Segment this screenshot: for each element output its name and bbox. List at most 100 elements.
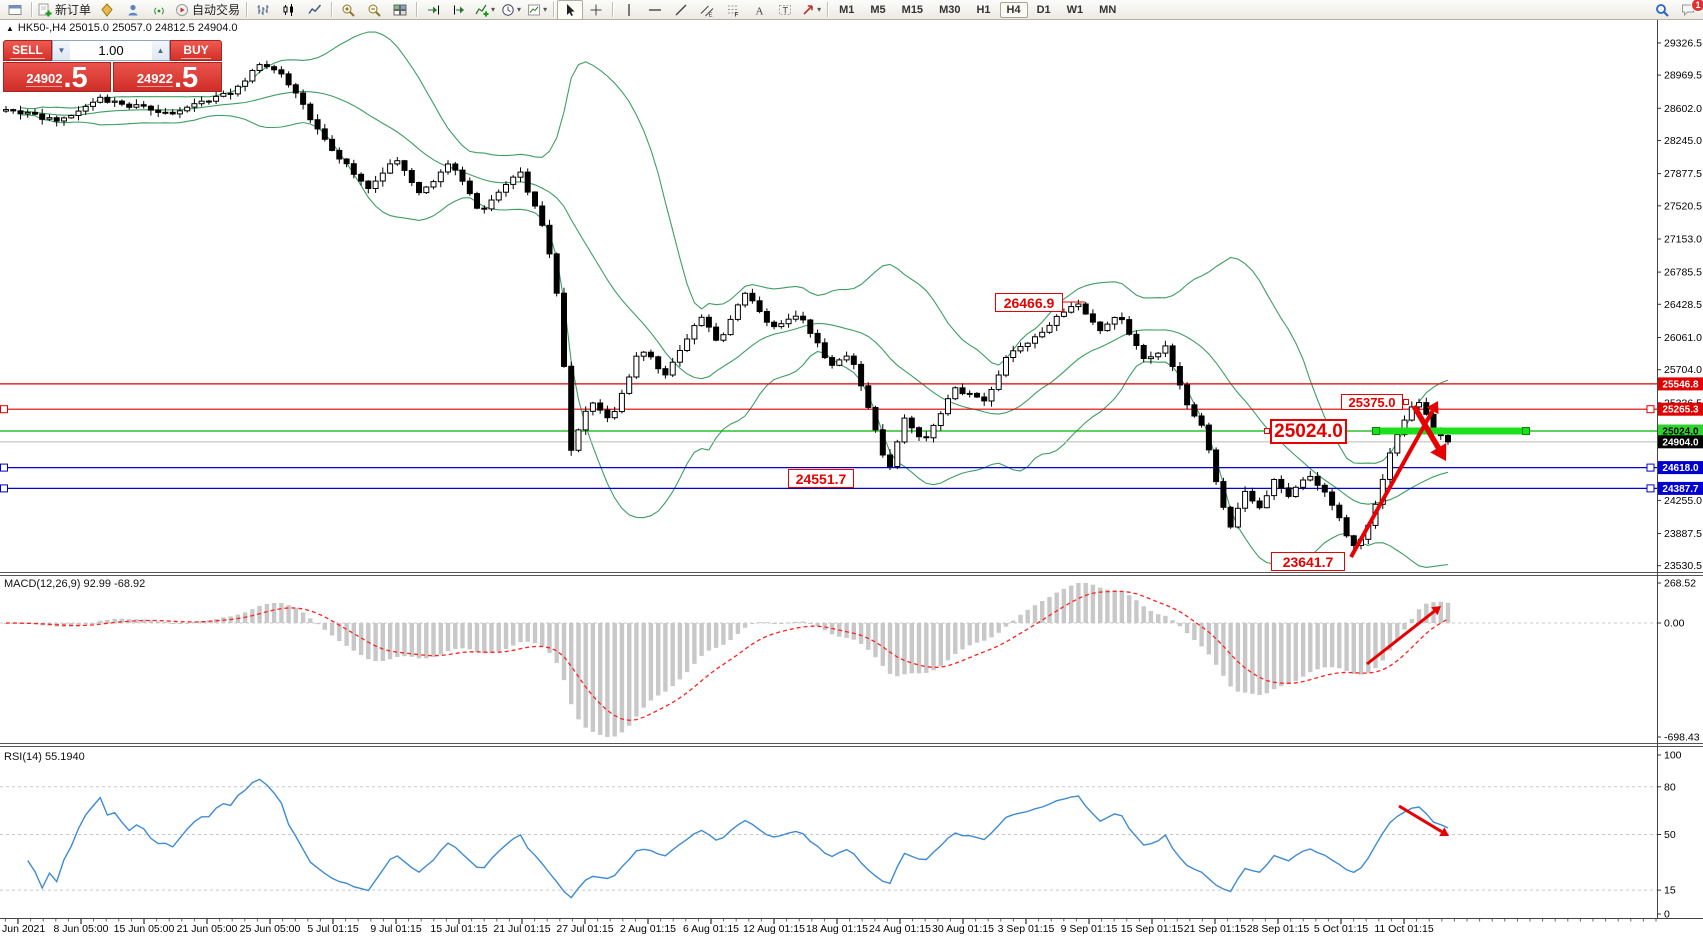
candle-body: [532, 191, 538, 207]
trend-arrow-head[interactable]: [1426, 401, 1439, 415]
text-label-icon[interactable]: T: [772, 0, 798, 20]
arrows-icon[interactable]: ▾: [798, 0, 824, 20]
timeframe-mn[interactable]: MN: [1099, 3, 1117, 16]
annotation-anchor[interactable]: [1264, 428, 1270, 434]
macd-histogram-bar: [612, 623, 617, 737]
vertical-line-icon[interactable]: [616, 0, 642, 20]
price-annotation-23641.7[interactable]: 23641.7: [1271, 552, 1345, 571]
highlight-segment[interactable]: [1376, 427, 1526, 435]
price-tag: [1658, 402, 1703, 416]
line-handle[interactable]: [1646, 463, 1655, 472]
line-handle[interactable]: [0, 405, 8, 414]
zoom-out-icon[interactable]: [361, 0, 387, 20]
text-icon: A: [756, 5, 764, 17]
trend-arrow-head[interactable]: [1431, 606, 1441, 616]
price-annotation-25024.0[interactable]: 25024.0: [1270, 419, 1347, 444]
timeframe-m30[interactable]: M30: [939, 3, 961, 16]
candle-body: [807, 319, 814, 334]
candlestick-chart-icon[interactable]: [276, 0, 302, 20]
bar-chart-icon[interactable]: [250, 0, 276, 20]
macd-histogram-bar: [858, 623, 864, 644]
crosshair-icon[interactable]: [583, 0, 609, 20]
line-handle[interactable]: [1646, 405, 1655, 414]
zoom-in-icon: [342, 4, 355, 17]
timeframe-m15[interactable]: M15: [901, 3, 924, 16]
market-watch-icon[interactable]: [120, 0, 146, 20]
line-chart-icon[interactable]: [302, 0, 328, 20]
timeframe-d1[interactable]: D1: [1036, 3, 1051, 16]
timeframe-h4[interactable]: H4: [999, 1, 1028, 18]
macd-histogram-bar: [764, 622, 770, 624]
signals-icon[interactable]: [146, 0, 172, 20]
timeframe-h1[interactable]: H1: [976, 3, 991, 16]
price-tag: [1658, 424, 1703, 438]
time-axis-label: Jun 2021: [2, 923, 45, 935]
sell-button[interactable]: SELL: [3, 40, 52, 61]
trend-arrow-macd[interactable]: [1366, 610, 1436, 666]
chat-icon[interactable]: 1: [1675, 0, 1703, 20]
time-axis-label: 24 Aug 01:15: [869, 923, 931, 935]
svg-text:E: E: [709, 12, 713, 17]
line-handle[interactable]: [0, 463, 8, 472]
volume-increase-button[interactable]: ▲: [152, 41, 169, 60]
candle-body: [474, 193, 480, 209]
price-annotation-24551.7[interactable]: 24551.7: [788, 469, 854, 488]
cursor-icon[interactable]: [557, 0, 584, 20]
time-axis[interactable]: [0, 919, 1657, 940]
equidistant-channel-icon[interactable]: E: [694, 0, 720, 20]
candle-body: [879, 429, 886, 456]
price-annotation-25375.0[interactable]: 25375.0: [1341, 394, 1403, 410]
price-axis[interactable]: [1658, 20, 1703, 918]
trend-arrow-rsi[interactable]: [1398, 804, 1443, 833]
trendline-icon[interactable]: [668, 0, 694, 20]
volume-decrease-button[interactable]: ▼: [53, 41, 70, 60]
volume-input[interactable]: 1.00: [98, 43, 124, 58]
highlight-handle[interactable]: [1372, 427, 1380, 435]
tile-windows-icon[interactable]: [387, 0, 413, 20]
market-watch-icon: [128, 4, 138, 15]
search-icon[interactable]: [1649, 0, 1675, 20]
auto-scroll-icon[interactable]: [420, 0, 446, 20]
chart-shift-icon[interactable]: [446, 0, 472, 20]
trend-arrow-main[interactable]: [1411, 404, 1441, 450]
candle-body: [234, 85, 241, 95]
highlight-handle[interactable]: [1522, 427, 1530, 435]
buy-button[interactable]: BUY: [170, 40, 222, 61]
line-handle[interactable]: [1646, 484, 1655, 493]
timeframe-w1[interactable]: W1: [1066, 3, 1084, 16]
bollinger-middle-band: [20, 90, 1449, 505]
macd-histogram-bar: [1293, 623, 1298, 681]
new-order-button[interactable]: 新订单: [35, 0, 94, 20]
line-handle[interactable]: [0, 484, 8, 493]
trend-arrow-head[interactable]: [1439, 827, 1449, 837]
profiles-icon[interactable]: [94, 0, 120, 20]
text-icon[interactable]: A: [746, 0, 772, 20]
chart-window-icon[interactable]: [2, 0, 28, 20]
collapse-icon[interactable]: ▲: [6, 24, 14, 33]
macd-histogram-bar: [1054, 592, 1059, 623]
fibonacci-icon[interactable]: F: [720, 0, 746, 20]
zoom-in-icon[interactable]: [335, 0, 361, 20]
buy-price-display[interactable]: 24922.5: [113, 62, 222, 93]
templates-icon[interactable]: ▾: [524, 0, 550, 20]
macd-histogram-bar: [315, 623, 320, 625]
trend-arrow-head[interactable]: [1430, 443, 1447, 461]
rsi-indicator-label: RSI(14) 55.1940: [4, 751, 85, 763]
price-annotation-26466.9[interactable]: 26466.9: [995, 293, 1063, 312]
autotrading-button[interactable]: 自动交易: [172, 0, 243, 20]
candle-body: [285, 73, 292, 86]
sell-price-display[interactable]: 24902.5: [3, 62, 111, 93]
macd-histogram-bar: [1235, 623, 1241, 692]
period-clock-icon[interactable]: ▾: [498, 0, 524, 20]
annotation-anchor[interactable]: [1403, 399, 1409, 405]
horizontal-line-icon[interactable]: [642, 0, 668, 20]
trend-arrow-main[interactable]: [1349, 409, 1435, 558]
macd-histogram-bar: [1300, 623, 1306, 677]
macd-histogram-bar: [1329, 623, 1335, 668]
macd-histogram-bar: [525, 623, 530, 642]
add-indicator-icon[interactable]: ▾: [472, 0, 498, 20]
toolbar-separator: [827, 2, 829, 17]
timeframe-m5[interactable]: M5: [870, 3, 886, 16]
timeframe-m1[interactable]: M1: [839, 3, 855, 16]
